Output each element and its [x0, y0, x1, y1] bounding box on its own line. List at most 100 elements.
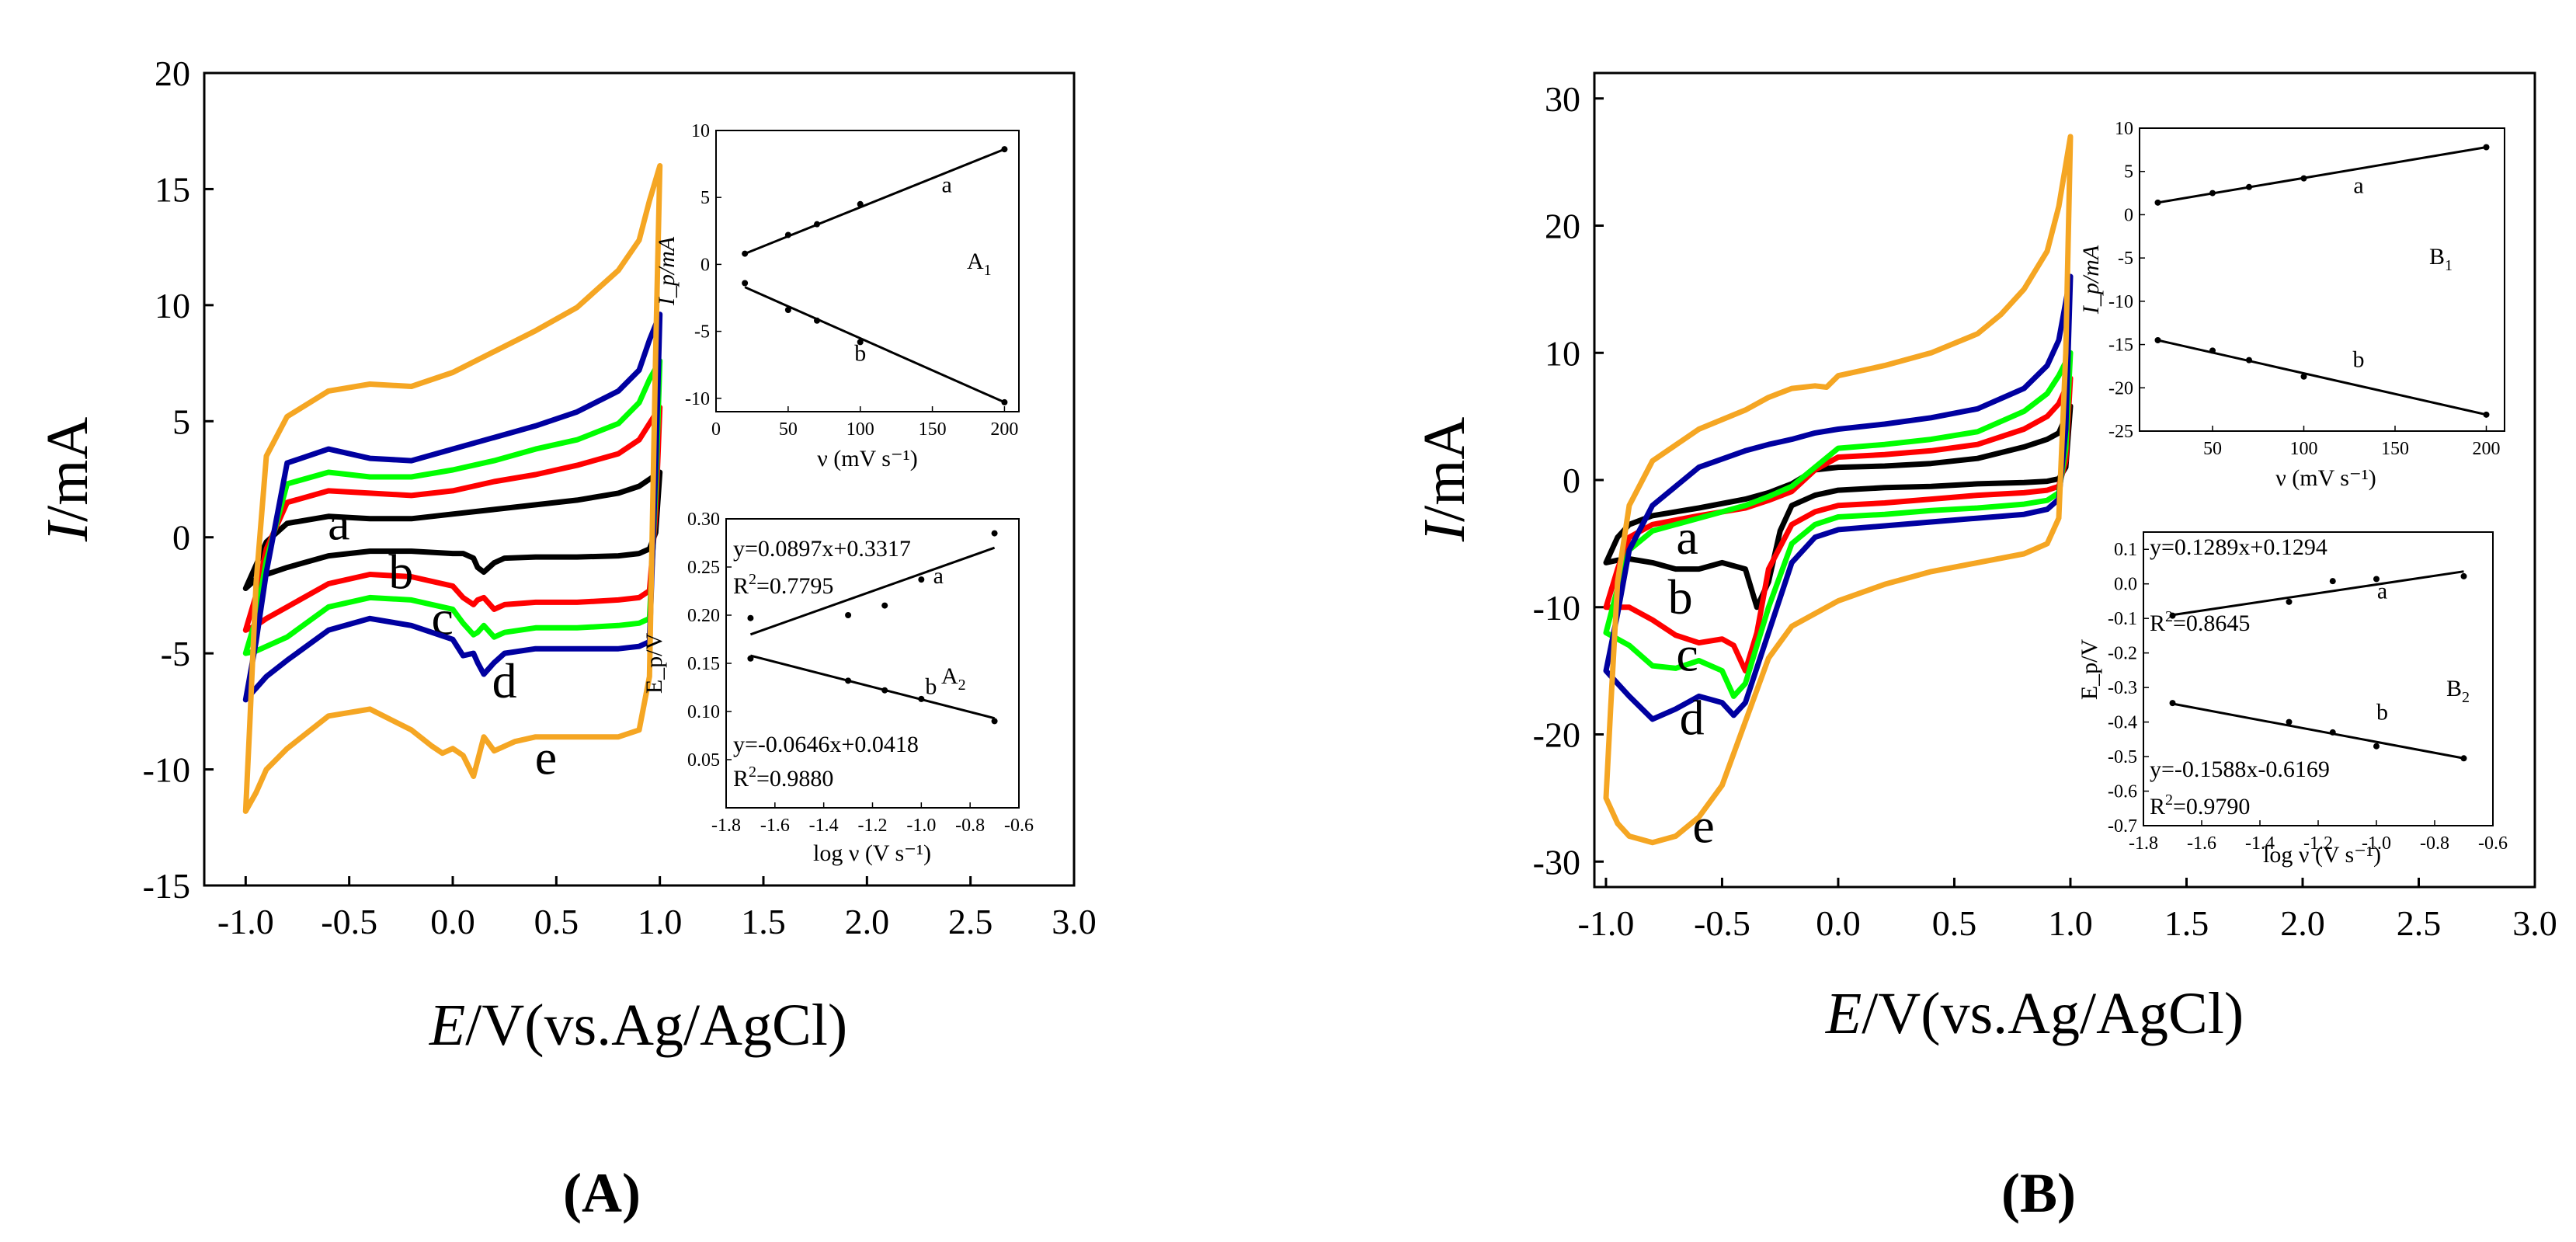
- A-inset2-point-a: [918, 576, 925, 583]
- A-main-ytick-label: 15: [155, 169, 190, 209]
- B-inset1-ytick-label: -25: [2108, 422, 2133, 442]
- B-main-curve-label-c: c: [1676, 627, 1698, 682]
- A-inset1-point-b: [1001, 398, 1008, 405]
- A-main-curve-label-d: d: [492, 653, 517, 708]
- A-inset1-point-b: [814, 317, 820, 324]
- panel-b-inset2-plot: -1.8 -1.6 -1.4 -1.2 -1.0 -0.8 -0.6 -0.7 -0.6 -0.5…: [2108, 540, 2508, 854]
- A-main-ytick-label: 0: [172, 518, 190, 558]
- B-main-xtick-label: 2.0: [2280, 903, 2325, 943]
- panel-b-label: (B): [2001, 1162, 2076, 1224]
- B-inset1-point-b: [2154, 337, 2161, 343]
- B-inset2-point-a: [2460, 572, 2467, 579]
- panel-b-inset1-ylabel: I_p/mA: [2078, 245, 2104, 315]
- A-main-xtick-label: 1.0: [638, 902, 683, 941]
- A-inset2-ytick-label: 0.20: [687, 606, 720, 626]
- B-inset1-ytick-label: 5: [2124, 162, 2133, 183]
- B-inset1-fit-line-b: [2157, 339, 2487, 416]
- B-inset2-point-a: [2329, 578, 2336, 585]
- panel-a-inset2-r2-b: R2=0.9880: [733, 764, 833, 791]
- panel-b-inset1-xlabel: ν (mV s⁻¹): [2275, 465, 2376, 491]
- A-inset1-ytick-label: 5: [700, 188, 710, 208]
- A-inset2-xtick-label: -0.8: [955, 816, 985, 836]
- B-inset1-point-b: [2209, 347, 2216, 354]
- B-main-xtick-label: 3.0: [2512, 903, 2557, 943]
- A-inset1-ytick-label: 10: [691, 121, 710, 141]
- B-inset1-point-a: [2300, 175, 2307, 182]
- A-main-curve-d: [242, 311, 663, 703]
- panel-b-inset1-frame: [2139, 127, 2505, 432]
- panel-b-inset2-xlabel: log ν (V s⁻¹): [2263, 842, 2381, 868]
- B-inset1-xtick-label: 50: [2203, 439, 2222, 459]
- B-inset2-ytick-label: -0.3: [2108, 678, 2137, 698]
- B-inset2-xtick-label: -0.6: [2478, 833, 2508, 854]
- B-inset1-point-b: [2300, 373, 2307, 380]
- A-inset1-line-label-b: b: [854, 340, 866, 366]
- A-main-xtick-label: 2.0: [845, 902, 890, 941]
- B-inset1-ytick-label: -10: [2108, 292, 2133, 312]
- B-inset2-ytick-label: -0.4: [2108, 713, 2137, 733]
- A-inset2-xtick-label: -1.0: [906, 816, 936, 836]
- panel-a-inset1-frame: [715, 130, 1020, 412]
- A-inset2-line-label-b: b: [925, 674, 937, 700]
- B-main-ytick-label: -20: [1533, 715, 1580, 755]
- B-main-xtick-label: -1.0: [1578, 903, 1635, 943]
- B-main-curve-label-d: d: [1680, 691, 1705, 746]
- panel-b-inset2-label: B2: [2446, 676, 2470, 706]
- B-main-ytick-label: -30: [1533, 842, 1580, 882]
- B-inset2-xtick-label: -0.8: [2420, 833, 2449, 854]
- panel-a-inset2-xlabel: log ν (V s⁻¹): [813, 840, 931, 866]
- panel-a-inset1-label-main: A: [967, 249, 984, 274]
- B-inset1-point-a: [2483, 144, 2490, 151]
- A-main-xtick-label: 2.5: [948, 902, 993, 941]
- panel-b-inset2-equation-a: y=0.1289x+0.1294: [2150, 534, 2327, 560]
- A-inset2-xtick-label: -1.8: [711, 816, 741, 836]
- B-inset2-ytick-label: 0.0: [2114, 575, 2137, 595]
- panel-a-main-plot: -1.0 -0.5 0.0 0.5 1.0 1.5 2.0 2.5 3.0 -15 -10 -5 0 5 1…: [143, 54, 1097, 941]
- panel-b-inset1-label-main: B: [2429, 244, 2445, 270]
- panel-b: -1.0 -0.5 0.0 0.5 1.0 1.5 2.0 2.5 3.0 -30 -20 -10 0 1…: [1412, 71, 2557, 1224]
- panel-a-inset1-ylabel: I_p/mA: [654, 236, 680, 306]
- A-inset1-ytick-label: -5: [694, 322, 710, 343]
- panel-a-inset1-label: A1: [967, 249, 992, 279]
- panel-b-inset1-label: B1: [2429, 244, 2453, 274]
- A-main-xtick-label: 0.0: [430, 902, 475, 941]
- B-inset2-ytick-label: -0.7: [2108, 816, 2137, 837]
- A-inset1-xtick-label: 50: [779, 419, 798, 440]
- panel-b-xlabel-symbol: E: [1825, 981, 1862, 1046]
- A-inset2-point-a: [991, 530, 998, 537]
- A-inset2-point-a: [747, 614, 754, 621]
- A-main-ytick-label: -15: [143, 866, 190, 906]
- panel-b-main-frame: [1593, 71, 2536, 889]
- A-inset2-point-b: [991, 718, 998, 725]
- B-inset1-point-a: [2154, 199, 2161, 206]
- panel-a-inset2-ylabel: E_p/V: [641, 633, 667, 694]
- panel-b-inset1-plot: 50 100 150 200 -25 -20 -15 -10 -5 0 5 10 a b: [2108, 119, 2501, 459]
- B-main-ytick-label: 10: [1545, 333, 1580, 373]
- panel-b-inset2-r2-b: R2=0.9790: [2150, 791, 2250, 819]
- B-inset2-xtick-label: -1.0: [2362, 833, 2391, 854]
- panel-a-inset2-equation-a: y=0.0897x+0.3317: [733, 536, 911, 562]
- A-inset1-xtick-label: 100: [846, 419, 874, 440]
- B-inset1-point-a: [2209, 190, 2216, 197]
- B-main-xtick-label: 1.0: [2048, 903, 2093, 943]
- A-inset2-line-label-a: a: [933, 563, 944, 589]
- panel-a-inset1-label-sub: 1: [984, 262, 992, 279]
- B-inset2-xtick-label: -1.8: [2129, 833, 2158, 854]
- B-inset2-point-a: [2286, 598, 2293, 605]
- B-inset2-xtick-label: -1.2: [2303, 833, 2333, 854]
- B-inset2-ytick-label: -0.1: [2108, 609, 2137, 629]
- B-inset1-point-b: [2246, 357, 2252, 364]
- B-inset2-ytick-label: 0.1: [2114, 540, 2137, 560]
- panel-a-inset1-plot: 0 50 100 150 200 -10 -5 0 5 10 a b: [685, 121, 1018, 440]
- A-inset1-xtick-label: 150: [919, 419, 947, 440]
- B-inset2-line-label-b: b: [2376, 699, 2388, 725]
- A-inset2-xtick-label: -1.6: [760, 816, 790, 836]
- A-inset2-fit-line-a: [749, 546, 996, 636]
- panel-a-label: (A): [563, 1162, 641, 1224]
- A-inset1-point-b: [742, 280, 749, 287]
- A-inset1-line-label-a: a: [941, 172, 951, 197]
- B-inset1-ytick-label: 10: [2115, 119, 2133, 139]
- A-inset1-point-b: [857, 339, 864, 346]
- A-main-ytick-label: -10: [143, 750, 190, 790]
